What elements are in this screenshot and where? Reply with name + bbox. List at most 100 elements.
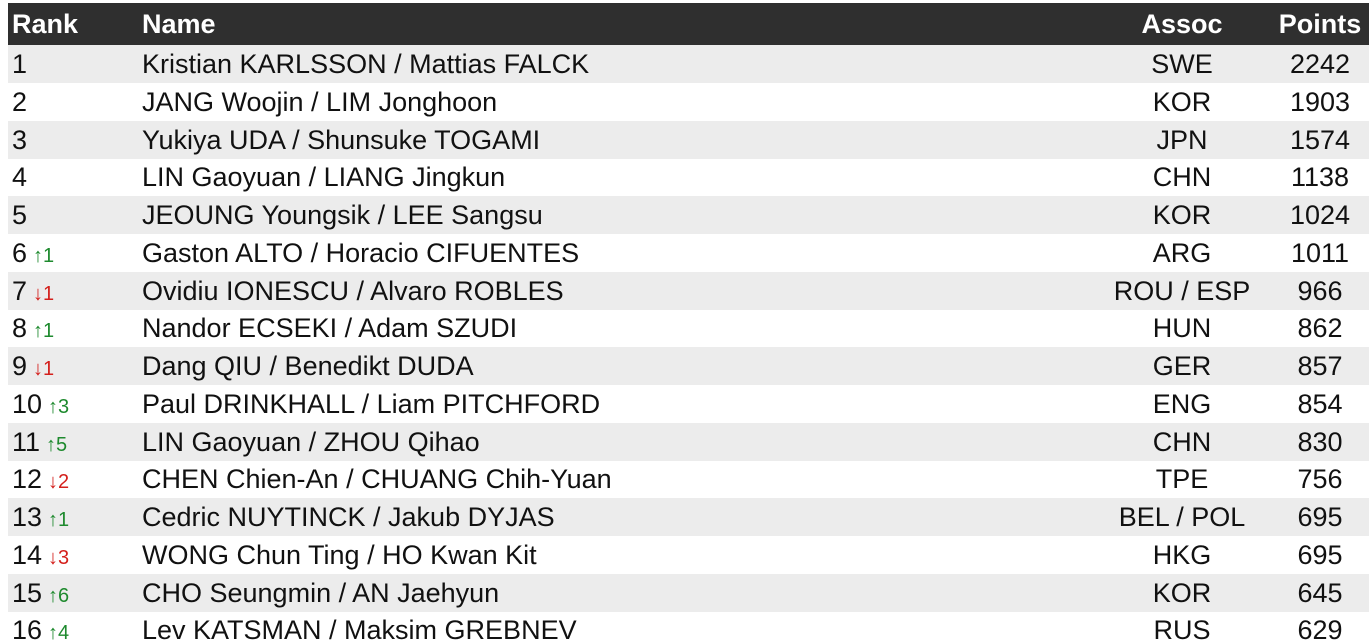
rank-change: ↓1: [33, 358, 55, 380]
player-names: Lev KATSMAN / Maksim GREBNEV: [142, 615, 577, 640]
rank-cell: 11 ↑5: [12, 423, 67, 464]
rank: 7: [12, 275, 28, 306]
association: CHN: [1152, 162, 1212, 193]
player-names: JANG Woojin / LIM Jonghoon: [142, 86, 498, 117]
rank: 5: [12, 200, 28, 230]
rank-cell: 15 ↑6: [12, 574, 69, 615]
rank-change: ↑1: [33, 320, 55, 343]
points: 857: [1297, 351, 1343, 381]
association: JPN: [1156, 124, 1208, 155]
rank-cell: 12 ↓2: [12, 460, 69, 501]
rank-change: ↑5: [46, 433, 68, 456]
player-names: CHEN Chien-An / CHUANG Chih-Yuan: [142, 464, 612, 495]
points: 1903: [1289, 86, 1351, 117]
table-row: 1 Kristian KARLSSON / Mattias FALCK SWE 224…: [8, 45, 1369, 83]
rank-cell: 5: [12, 196, 27, 234]
rank-cell: 7 ↓1: [12, 272, 54, 313]
table-row: 6 ↑1 Gaston ALTO / Horacio CIFUENTES ARG 101…: [8, 234, 1369, 272]
rank-cell: 14 ↓3: [12, 536, 69, 577]
rank-cell: 3: [12, 121, 27, 159]
association: CHN: [1152, 426, 1212, 457]
rank-cell: 1: [12, 45, 27, 83]
points: 1024: [1289, 200, 1351, 230]
rank-change: ↓3: [48, 546, 70, 569]
rank: 12: [12, 464, 43, 495]
association: ARG: [1152, 237, 1212, 268]
association: ENG: [1152, 388, 1212, 419]
points: 2242: [1289, 49, 1351, 79]
header-rank: Rank: [12, 9, 79, 39]
association: GER: [1152, 351, 1212, 381]
player-names: LIN Gaoyuan / LIANG Jingkun: [142, 162, 506, 193]
rank-change: ↑3: [48, 395, 70, 418]
table-row: 8 ↑1 Nandor ECSEKI / Adam SZUDI HUN 862: [8, 309, 1369, 347]
player-names: Cedric NUYTINCK / Jakub DYJAS: [142, 502, 555, 532]
rank-change: ↓1: [33, 282, 55, 305]
association: BEL / POL: [1118, 502, 1246, 532]
rank: 9: [12, 351, 28, 381]
association: SWE: [1151, 49, 1213, 79]
header-name: Name: [142, 9, 216, 39]
rank: 16: [12, 615, 43, 640]
table-row: 10 ↑3 Paul DRINKHALL / Liam PITCHFORD ENG 85…: [8, 385, 1369, 423]
rank: 2: [12, 86, 28, 117]
rank: 1: [12, 49, 28, 79]
player-names: Dang QIU / Benedikt DUDA: [142, 351, 474, 381]
rank: 8: [12, 313, 28, 344]
points: 1574: [1289, 124, 1351, 155]
rank-cell: 2: [12, 83, 27, 121]
rank-change: ↑6: [48, 584, 70, 607]
association: HKG: [1152, 539, 1212, 570]
player-names: Yukiya UDA / Shunsuke TOGAMI: [142, 124, 541, 155]
rank-change: ↑1: [33, 244, 55, 267]
rank-cell: 4: [12, 158, 27, 196]
association: RUS: [1153, 615, 1211, 640]
player-names: Paul DRINKHALL / Liam PITCHFORD: [142, 388, 601, 419]
rank: 4: [12, 162, 28, 193]
table-row: 7 ↓1 Ovidiu IONESCU / Alvaro ROBLES ROU / E…: [8, 271, 1369, 313]
rank-cell: 8 ↑1: [12, 309, 54, 350]
points: 695: [1297, 502, 1343, 532]
player-names: Nandor ECSEKI / Adam SZUDI: [142, 313, 518, 344]
table-row: 11 ↑5 LIN Gaoyuan / ZHOU Qihao CHN 830: [8, 422, 1369, 464]
rank: 14: [12, 539, 43, 570]
table-row: 4 LIN Gaoyuan / LIANG Jingkun CHN 1138: [8, 158, 1369, 196]
association: KOR: [1152, 577, 1212, 608]
rank: 13: [12, 502, 43, 532]
player-names: Kristian KARLSSON / Mattias FALCK: [142, 49, 590, 79]
rank-cell: 13 ↑1: [12, 498, 69, 539]
points: 645: [1297, 577, 1343, 608]
rank-cell: 16 ↑4: [12, 611, 69, 640]
rank-cell: 6 ↑1: [12, 234, 54, 275]
table-row: 12 ↓2 CHEN Chien-An / CHUANG Chih-Yuan TPE 7…: [8, 460, 1369, 498]
points: 830: [1297, 426, 1343, 457]
table-header: Rank Name Assoc Points: [8, 3, 1369, 45]
points: 862: [1297, 313, 1343, 344]
rank-cell: 10 ↑3: [12, 385, 69, 426]
association: KOR: [1152, 200, 1212, 230]
association: HUN: [1152, 313, 1212, 344]
points: 695: [1297, 539, 1343, 570]
rank: 15: [12, 577, 43, 608]
association: TPE: [1155, 464, 1209, 495]
header-points: Points: [1278, 9, 1362, 39]
points: 1138: [1290, 162, 1350, 193]
table-row: 13 ↑1 Cedric NUYTINCK / Jakub DYJAS BEL / P…: [8, 498, 1369, 536]
header-assoc: Assoc: [1141, 9, 1223, 39]
player-names: Ovidiu IONESCU / Alvaro ROBLES: [142, 275, 564, 306]
table-row: 14 ↓3 WONG Chun Ting / HO Kwan Kit HKG 695: [8, 536, 1369, 574]
rank-change: ↑1: [48, 509, 70, 531]
rank: 6: [12, 237, 28, 268]
association: ROU / ESP: [1113, 275, 1251, 306]
player-names: Gaston ALTO / Horacio CIFUENTES: [142, 237, 580, 268]
association: KOR: [1152, 86, 1212, 117]
player-names: WONG Chun Ting / HO Kwan Kit: [142, 539, 537, 570]
rank-change: ↑4: [48, 622, 70, 640]
table-row: 15 ↑6 CHO Seungmin / AN Jaehyun KOR 645: [8, 573, 1369, 615]
rank-cell: 9 ↓1: [12, 347, 54, 388]
player-names: CHO Seungmin / AN Jaehyun: [142, 577, 500, 608]
rank-change: ↓2: [48, 471, 70, 494]
points: 756: [1297, 464, 1343, 495]
points: 1011: [1290, 237, 1350, 268]
